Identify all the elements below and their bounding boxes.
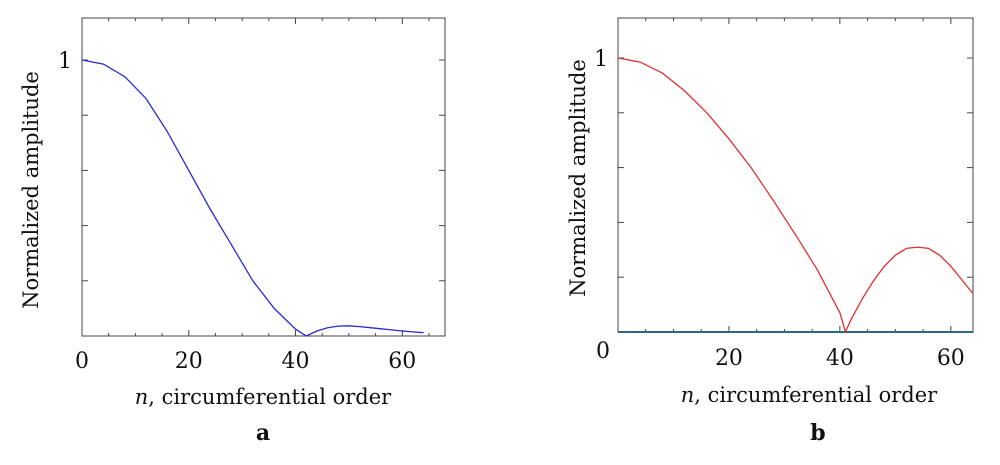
b-x-tick-label: 40 — [826, 346, 854, 371]
panel-a-y-tick-labels: 1 — [58, 49, 72, 74]
panel-b-x-tick-labels: 20 40 60 — [715, 346, 965, 371]
a-x-tick-label: 0 — [75, 349, 89, 374]
panel-b-y-axis-label: Normalized amplitude — [566, 59, 590, 297]
panel-a-series-line — [81, 59, 424, 337]
panel-a-plot-frame — [81, 17, 446, 337]
panel-b-x-axis-label: n, circumferential order — [681, 383, 938, 407]
a-x-tick-label: 60 — [388, 349, 416, 374]
panel-b-series-line — [617, 57, 974, 334]
panel-b-label: b — [810, 420, 825, 446]
panel-b-plot-frame — [617, 17, 974, 333]
panel-a-ticks — [81, 18, 445, 337]
panel-a-x-axis-label: n, circumferential order — [135, 385, 392, 409]
a-x-tick-label: 20 — [175, 349, 203, 374]
panel-b-y-tick-labels: 1 — [594, 47, 608, 72]
panel-a-y-axis-label: Normalized amplitude — [19, 71, 43, 309]
panel-a-x-tick-labels: 0 20 40 60 — [75, 349, 416, 374]
panel-b: 20 40 60 1 0 n, circumferential order Norm… — [566, 17, 974, 446]
b-y-tick-label: 1 — [594, 47, 608, 72]
a-y-tick-label: 1 — [58, 49, 72, 74]
panel-b-origin-label: 0 — [596, 339, 610, 364]
b-x-tick-label: 60 — [937, 346, 965, 371]
b-x-tick-label: 20 — [715, 346, 743, 371]
panel-a-label: a — [256, 420, 270, 446]
panel-b-ticks — [617, 18, 973, 333]
a-x-tick-label: 40 — [282, 349, 310, 374]
panel-a: 0 20 40 60 1 n, circumferential order Norma… — [19, 17, 446, 446]
